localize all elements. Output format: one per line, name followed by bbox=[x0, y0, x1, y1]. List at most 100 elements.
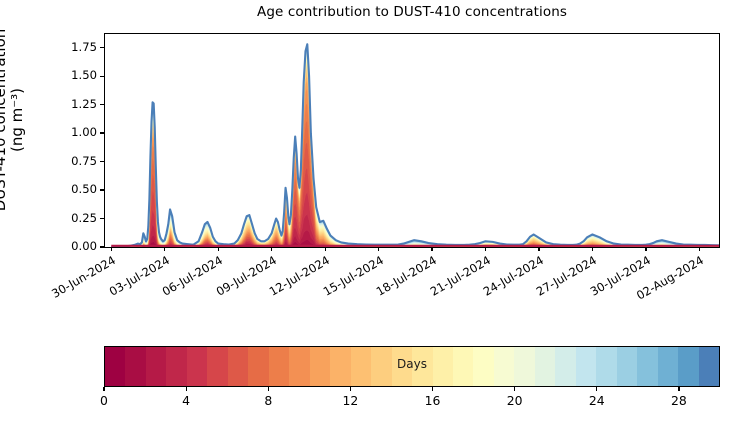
colorbar-tick-mark bbox=[267, 387, 269, 391]
colorbar-segment bbox=[371, 347, 392, 386]
colorbar-segment bbox=[596, 347, 617, 386]
colorbar-tick-label: 28 bbox=[671, 393, 687, 408]
y-tick-label: 1.00 bbox=[71, 125, 97, 140]
colorbar-segment bbox=[452, 347, 474, 386]
colorbar-segment bbox=[248, 347, 269, 386]
colorbar-segment bbox=[616, 347, 638, 386]
chart-title: Age contribution to DUST-410 concentrati… bbox=[257, 4, 567, 20]
colorbar-segment bbox=[698, 347, 719, 386]
colorbar-segment bbox=[493, 347, 515, 386]
colorbar-tick-mark bbox=[596, 387, 598, 391]
y-tick-label: 0.00 bbox=[71, 239, 97, 253]
colorbar bbox=[104, 346, 720, 387]
age-layer bbox=[111, 45, 719, 247]
colorbar-segment bbox=[575, 347, 597, 386]
x-tick-mark bbox=[484, 247, 487, 251]
y-tick-label: 1.25 bbox=[71, 96, 97, 111]
age-layer bbox=[111, 62, 719, 247]
x-tick-mark bbox=[431, 247, 433, 251]
y-tick-mark bbox=[100, 47, 104, 49]
age-layer bbox=[111, 79, 719, 247]
colorbar-segment bbox=[678, 347, 699, 386]
stacked-area-series bbox=[111, 43, 719, 247]
colorbar-tick-label: 8 bbox=[264, 393, 273, 408]
y-axis-label-line2: (ng m⁻³) bbox=[8, 87, 27, 153]
x-tick-mark bbox=[217, 247, 219, 251]
age-layer bbox=[111, 71, 719, 247]
colorbar-segment bbox=[105, 347, 126, 386]
colorbar-tick-label: 0 bbox=[100, 393, 108, 408]
y-tick-mark bbox=[100, 75, 104, 77]
age-layer bbox=[111, 44, 719, 247]
y-tick-mark bbox=[100, 132, 104, 134]
age-layer bbox=[111, 67, 719, 247]
colorbar-tick-mark bbox=[678, 387, 680, 391]
age-layer bbox=[111, 48, 719, 247]
colorbar-tick-label: 20 bbox=[506, 393, 523, 408]
colorbar-segment bbox=[330, 347, 351, 386]
age-layer bbox=[111, 87, 719, 247]
colorbar-segment bbox=[534, 347, 556, 386]
colorbar-segment bbox=[412, 347, 433, 386]
x-tick-mark bbox=[645, 247, 647, 251]
x-tick-mark bbox=[271, 247, 273, 251]
colorbar-tick-label: 4 bbox=[182, 393, 191, 408]
colorbar-segment bbox=[432, 347, 453, 386]
x-tick-mark bbox=[164, 247, 166, 251]
y-tick-label: 0.75 bbox=[71, 153, 97, 168]
colorbar-tick-mark bbox=[103, 387, 105, 391]
y-tick-mark bbox=[100, 104, 104, 106]
colorbar-tick-label: 12 bbox=[342, 393, 359, 408]
colorbar-segment bbox=[125, 347, 146, 386]
colorbar-tick-mark bbox=[349, 387, 351, 391]
colorbar-segment bbox=[309, 347, 331, 386]
age-layer bbox=[111, 49, 719, 247]
colorbar-segment bbox=[514, 347, 535, 386]
colorbar-segment bbox=[186, 347, 208, 386]
age-layer bbox=[111, 55, 719, 247]
colorbar-segment bbox=[207, 347, 228, 386]
y-tick-label: 1.50 bbox=[71, 68, 97, 83]
colorbar-tick-mark bbox=[431, 387, 434, 391]
colorbar-tick-mark bbox=[514, 387, 516, 391]
colorbar-tick-label: 16 bbox=[424, 393, 441, 408]
y-tick-mark bbox=[100, 189, 104, 191]
colorbar-segment bbox=[350, 347, 372, 386]
age-layer bbox=[111, 57, 719, 247]
colorbar-segment bbox=[555, 347, 576, 386]
plot-area bbox=[104, 33, 720, 248]
colorbar-segment bbox=[166, 347, 187, 386]
colorbar-segment bbox=[227, 347, 249, 386]
x-tick-mark bbox=[324, 247, 326, 251]
age-layer bbox=[111, 102, 719, 247]
age-layer bbox=[111, 47, 719, 247]
x-tick-mark bbox=[110, 247, 112, 251]
colorbar-segment bbox=[657, 347, 679, 386]
colorbar-segment bbox=[473, 347, 494, 386]
colorbar-segment bbox=[391, 347, 413, 386]
colorbar-segment bbox=[637, 347, 658, 386]
age-layer bbox=[111, 51, 719, 247]
age-layer bbox=[111, 46, 719, 247]
colorbar-segment bbox=[145, 347, 167, 386]
colorbar-segment bbox=[268, 347, 290, 386]
y-axis-label: DUST-410 concentration (ng m⁻³) bbox=[0, 12, 26, 228]
colorbar-tick-mark bbox=[185, 387, 187, 391]
age-layer bbox=[111, 60, 719, 247]
age-layer bbox=[111, 119, 719, 247]
x-tick-mark bbox=[538, 247, 540, 251]
y-tick-label: 1.75 bbox=[71, 39, 97, 54]
total-envelope-line bbox=[111, 43, 719, 247]
age-layer bbox=[111, 74, 719, 247]
colorbar-tick-label: 24 bbox=[588, 393, 605, 408]
y-tick-label: 0.25 bbox=[71, 210, 97, 225]
age-layer bbox=[111, 53, 719, 247]
age-layer bbox=[111, 45, 719, 247]
y-tick-mark bbox=[100, 160, 104, 163]
age-layer bbox=[111, 44, 719, 247]
age-layer bbox=[111, 50, 719, 247]
x-tick-mark bbox=[591, 247, 594, 251]
y-tick-mark bbox=[100, 217, 104, 220]
age-layer bbox=[111, 65, 719, 247]
